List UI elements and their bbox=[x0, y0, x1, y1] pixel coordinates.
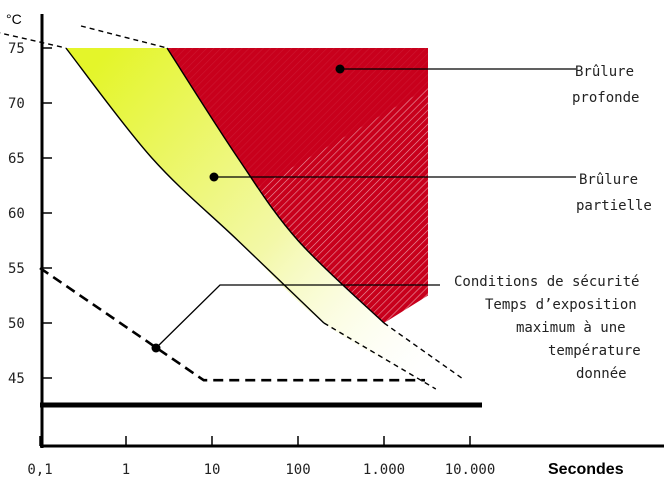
x-axis-title: Secondes bbox=[548, 461, 624, 478]
y-tick-label: 65 bbox=[8, 151, 25, 167]
leader-dot bbox=[151, 343, 161, 353]
annotation-text: maximum à une bbox=[516, 320, 626, 336]
annotation-text: Conditions de sécurité bbox=[454, 274, 639, 290]
safety-curve bbox=[39, 266, 425, 382]
y-tick-label: 45 bbox=[8, 371, 25, 387]
annotation-text: donnée bbox=[576, 366, 627, 382]
y-tick-label: 55 bbox=[8, 261, 25, 277]
x-tick-label: 10 bbox=[204, 462, 221, 478]
annotation-text: Temps d’exposition bbox=[485, 297, 637, 313]
leader-dot bbox=[335, 64, 345, 74]
annotation-text: température bbox=[548, 343, 641, 359]
leader-line bbox=[155, 284, 440, 349]
burn-zones bbox=[65, 48, 462, 389]
y-unit-label: °C bbox=[6, 11, 22, 27]
x-tick-label: 0,1 bbox=[27, 462, 52, 478]
deep-burn-curve-dash-top bbox=[80, 25, 168, 49]
annotation-text: Brûlure bbox=[575, 64, 634, 80]
y-tick-label: 50 bbox=[8, 316, 25, 332]
partial-burn-curve-dash-top bbox=[0, 32, 67, 49]
annotation-text: Brûlure bbox=[579, 172, 638, 188]
x-tick-label: 1 bbox=[122, 462, 130, 478]
y-tick-label: 70 bbox=[8, 96, 25, 112]
partial-burn-zone bbox=[65, 48, 462, 389]
x-tick-label: 1.000 bbox=[363, 462, 405, 478]
y-tick-label: 75 bbox=[8, 41, 25, 57]
x-tick-group: 0,1 1 10 100 1.000 10.000 bbox=[27, 436, 495, 478]
x-tick-label: 10.000 bbox=[445, 462, 496, 478]
annotation-text: profonde bbox=[572, 90, 639, 106]
x-tick-label: 100 bbox=[285, 462, 310, 478]
annotation-text: partielle bbox=[576, 198, 652, 214]
leader-dot bbox=[209, 172, 219, 182]
annotation-group: Brûlure profonde Brûlure partielle Condition… bbox=[151, 64, 652, 382]
deep-burn-core bbox=[167, 48, 428, 188]
deep-burn-curve-dash-end bbox=[383, 322, 463, 379]
partial-burn-curve-dash-end bbox=[323, 322, 437, 390]
y-tick-label: 60 bbox=[8, 206, 25, 222]
y-tick-group: 45 50 55 60 65 70 75 bbox=[8, 41, 52, 387]
